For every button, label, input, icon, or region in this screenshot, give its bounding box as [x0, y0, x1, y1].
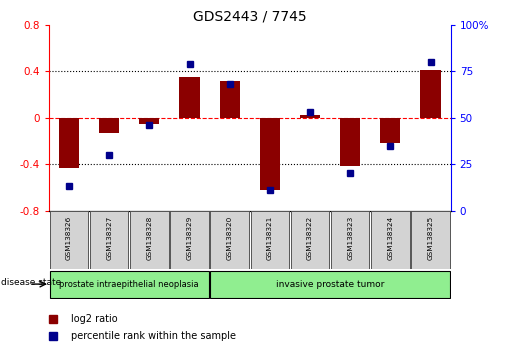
- Bar: [380, 118, 400, 143]
- FancyBboxPatch shape: [331, 211, 369, 269]
- Bar: [139, 118, 159, 124]
- Text: percentile rank within the sample: percentile rank within the sample: [71, 331, 236, 341]
- Text: GSM138329: GSM138329: [186, 215, 193, 259]
- FancyBboxPatch shape: [411, 211, 450, 269]
- Title: GDS2443 / 7745: GDS2443 / 7745: [193, 10, 306, 24]
- Bar: [59, 118, 79, 168]
- FancyBboxPatch shape: [90, 211, 128, 269]
- Text: GSM138324: GSM138324: [387, 215, 393, 259]
- Text: GSM138323: GSM138323: [347, 215, 353, 259]
- Text: GSM138328: GSM138328: [146, 215, 152, 259]
- Text: GSM138326: GSM138326: [66, 215, 72, 259]
- Bar: [99, 118, 119, 133]
- Bar: [179, 77, 199, 118]
- FancyBboxPatch shape: [50, 211, 88, 269]
- FancyBboxPatch shape: [50, 270, 209, 298]
- Text: prostate intraepithelial neoplasia: prostate intraepithelial neoplasia: [59, 280, 199, 289]
- Bar: [300, 115, 320, 118]
- Text: disease state: disease state: [1, 278, 61, 287]
- Bar: [340, 118, 360, 166]
- Text: GSM138322: GSM138322: [307, 215, 313, 259]
- Bar: [260, 118, 280, 190]
- Bar: [420, 70, 440, 118]
- Text: log2 ratio: log2 ratio: [71, 314, 117, 324]
- Text: invasive prostate tumor: invasive prostate tumor: [276, 280, 384, 289]
- FancyBboxPatch shape: [251, 211, 289, 269]
- Bar: [219, 80, 239, 118]
- FancyBboxPatch shape: [170, 211, 209, 269]
- FancyBboxPatch shape: [211, 211, 249, 269]
- FancyBboxPatch shape: [130, 211, 168, 269]
- Text: GSM138320: GSM138320: [227, 215, 233, 259]
- Text: GSM138325: GSM138325: [427, 215, 434, 259]
- FancyBboxPatch shape: [291, 211, 329, 269]
- FancyBboxPatch shape: [211, 270, 450, 298]
- Text: GSM138321: GSM138321: [267, 215, 273, 259]
- Text: GSM138327: GSM138327: [106, 215, 112, 259]
- FancyBboxPatch shape: [371, 211, 409, 269]
